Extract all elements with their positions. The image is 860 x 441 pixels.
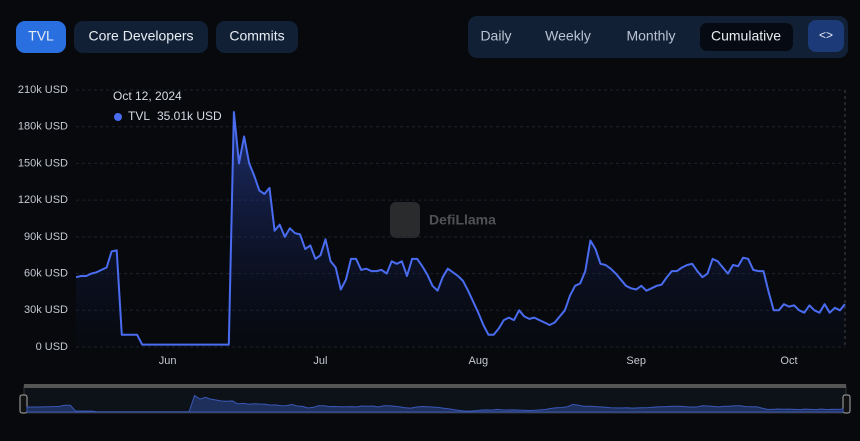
- y-tick-label: 120k USD: [18, 194, 68, 206]
- watermark: DefiLlama: [390, 202, 496, 238]
- brush-chart: [26, 394, 844, 413]
- embed-button[interactable]: [808, 20, 844, 52]
- tooltip-label: TVL: [128, 109, 150, 123]
- x-tick-label: Jul: [313, 355, 327, 367]
- chart: 0 USD 30k USD 60k USD 90k USD 120k USD 150k U…: [18, 84, 846, 367]
- period-tab[interactable]: Monthly: [626, 28, 675, 44]
- watermark-text: DefiLlama: [429, 212, 496, 228]
- y-tick-label: 30k USD: [24, 304, 68, 316]
- watermark-logo: [390, 202, 420, 238]
- y-tick-label: 0 USD: [36, 341, 68, 353]
- y-tick-label: 150k USD: [18, 157, 68, 169]
- line: [75, 111, 846, 346]
- period-tab[interactable]: Daily: [480, 28, 511, 44]
- y-tick-label: 60k USD: [24, 267, 68, 279]
- tab-button[interactable]: [16, 21, 66, 53]
- tab-button[interactable]: [216, 21, 298, 53]
- period-active[interactable]: [700, 23, 793, 51]
- tab-label[interactable]: Core Developers: [88, 28, 193, 44]
- brush-handle-bar[interactable]: [24, 384, 846, 388]
- x-tick-label: Aug: [469, 355, 489, 367]
- tab-label[interactable]: Commits: [229, 28, 284, 44]
- x-tick-label: Oct: [780, 355, 797, 367]
- period-tab[interactable]: Cumulative: [711, 28, 781, 44]
- y-tick-label: 210k USD: [18, 84, 68, 96]
- y-tick-label: 180k USD: [18, 121, 68, 133]
- brush-handle[interactable]: [842, 394, 851, 414]
- tab-label[interactable]: TVL: [28, 28, 54, 44]
- period-tab[interactable]: Weekly: [545, 28, 591, 44]
- x-tick-label: Jun: [159, 355, 177, 367]
- tooltip-dot: [114, 113, 122, 121]
- embed-icon[interactable]: <>: [819, 28, 833, 42]
- brush-area: [26, 394, 844, 413]
- y-tick-label: 90k USD: [24, 231, 68, 243]
- tab-button[interactable]: [74, 21, 208, 53]
- x-tick-label: Sep: [626, 355, 646, 367]
- area: [76, 112, 845, 347]
- brush-handle[interactable]: [19, 394, 28, 414]
- tooltip-date: Oct 12, 2024: [113, 89, 182, 103]
- tooltip-value: 35.01k USD: [157, 109, 222, 123]
